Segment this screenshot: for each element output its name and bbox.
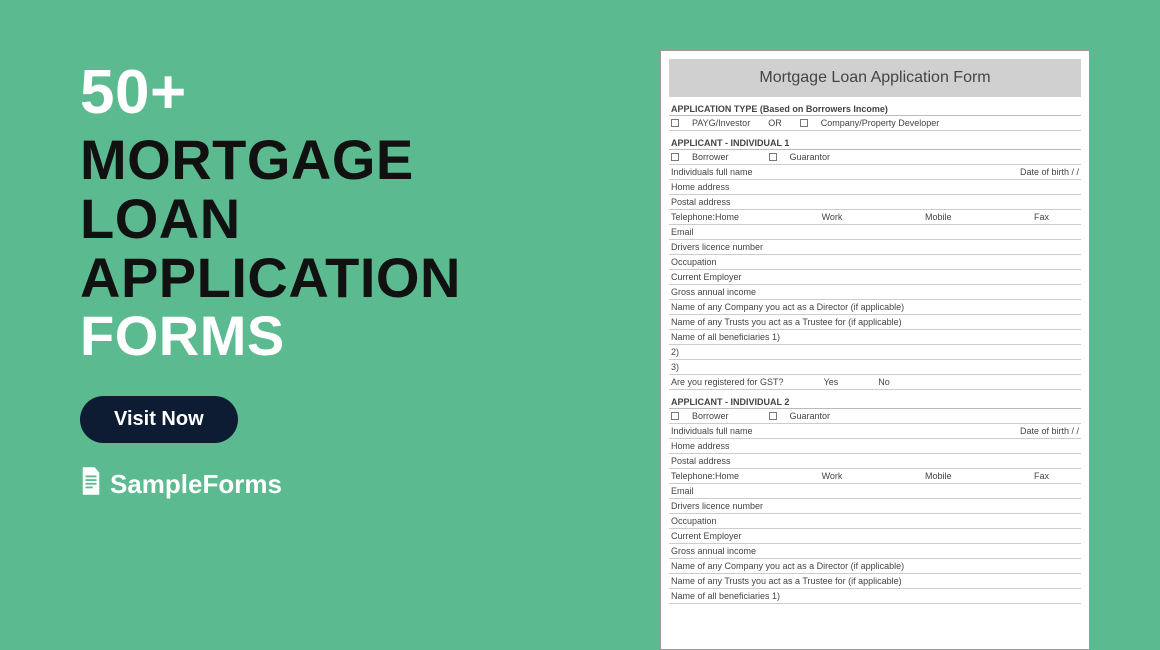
table-row: Postal address bbox=[669, 195, 1081, 210]
hero-right: Mortgage Loan Application Form APPLICATI… bbox=[600, 0, 1160, 600]
headline-line1: MORTGAGE bbox=[80, 131, 600, 190]
dob-label: Date of birth / / bbox=[1020, 167, 1079, 177]
applicant1-role-row: Borrower Guarantor bbox=[669, 150, 1081, 165]
headline-line2: LOAN bbox=[80, 190, 600, 249]
checkbox-icon bbox=[671, 153, 679, 161]
row-label: Occupation bbox=[671, 257, 717, 267]
headline-line4: FORMS bbox=[80, 307, 600, 366]
tel-row: Telephone:Home Work Mobile Fax bbox=[669, 469, 1081, 484]
table-row: Occupation bbox=[669, 514, 1081, 529]
fullname-label: Individuals full name bbox=[671, 167, 753, 177]
role-borrower: Borrower bbox=[692, 152, 729, 162]
app-type-header: APPLICATION TYPE (Based on Borrowers Inc… bbox=[669, 101, 1081, 116]
table-row: Name of any Trusts you act as a Trustee … bbox=[669, 315, 1081, 330]
tel-fax: Fax bbox=[1034, 212, 1049, 222]
tel-home: Telephone:Home bbox=[671, 471, 739, 481]
dob-label: Date of birth / / bbox=[1020, 426, 1079, 436]
row-label: Name of any Trusts you act as a Trustee … bbox=[671, 576, 902, 586]
gst-row: Are you registered for GST? Yes No bbox=[669, 375, 1081, 390]
table-row: 3) bbox=[669, 360, 1081, 375]
row-label: Name of any Company you act as a Directo… bbox=[671, 302, 904, 312]
table-row: Gross annual income bbox=[669, 285, 1081, 300]
form-title: Mortgage Loan Application Form bbox=[669, 59, 1081, 97]
table-row: Email bbox=[669, 225, 1081, 240]
row-label: 2) bbox=[671, 347, 679, 357]
table-row: 2) bbox=[669, 345, 1081, 360]
checkbox-icon bbox=[671, 119, 679, 127]
table-row: Gross annual income bbox=[669, 544, 1081, 559]
table-row: Email bbox=[669, 484, 1081, 499]
headline: 50+ MORTGAGE LOAN APPLICATION FORMS bbox=[80, 60, 600, 366]
table-row: Name of all beneficiaries 1) bbox=[669, 330, 1081, 345]
table-row: Name of all beneficiaries 1) bbox=[669, 589, 1081, 604]
tel-mobile: Mobile bbox=[925, 212, 952, 222]
opt-sep: OR bbox=[768, 118, 782, 128]
table-row: Name of any Company you act as a Directo… bbox=[669, 300, 1081, 315]
checkbox-icon bbox=[800, 119, 808, 127]
brand: SampleForms bbox=[80, 467, 600, 502]
tel-work: Work bbox=[822, 212, 843, 222]
hero-left: 50+ MORTGAGE LOAN APPLICATION FORMS Visi… bbox=[0, 0, 600, 600]
applicant2-header: APPLICANT - INDIVIDUAL 2 bbox=[669, 394, 1081, 409]
table-row: Drivers licence number bbox=[669, 499, 1081, 514]
row-label: Home address bbox=[671, 182, 730, 192]
tel-mobile: Mobile bbox=[925, 471, 952, 481]
headline-line3: APPLICATION bbox=[80, 249, 600, 308]
tel-home: Telephone:Home bbox=[671, 212, 739, 222]
row-label: Name of all beneficiaries 1) bbox=[671, 332, 780, 342]
row-label: Email bbox=[671, 486, 694, 496]
table-row: Drivers licence number bbox=[669, 240, 1081, 255]
row-label: 3) bbox=[671, 362, 679, 372]
row-label: Drivers licence number bbox=[671, 242, 763, 252]
checkbox-icon bbox=[769, 412, 777, 420]
table-row: Postal address bbox=[669, 454, 1081, 469]
document-icon bbox=[80, 467, 102, 502]
table-row: Home address bbox=[669, 439, 1081, 454]
row-label: Current Employer bbox=[671, 272, 742, 282]
fullname-row: Individuals full name Date of birth / / bbox=[669, 424, 1081, 439]
tel-row: Telephone:Home Work Mobile Fax bbox=[669, 210, 1081, 225]
row-label: Postal address bbox=[671, 456, 731, 466]
brand-name: SampleForms bbox=[110, 469, 282, 500]
row-label: Name of any Company you act as a Directo… bbox=[671, 561, 904, 571]
table-row: Occupation bbox=[669, 255, 1081, 270]
visit-now-button[interactable]: Visit Now bbox=[80, 396, 238, 443]
opt-payg: PAYG/Investor bbox=[692, 118, 750, 128]
row-label: Drivers licence number bbox=[671, 501, 763, 511]
fullname-label: Individuals full name bbox=[671, 426, 753, 436]
gst-yes: Yes bbox=[824, 377, 839, 387]
role-guarantor: Guarantor bbox=[790, 152, 831, 162]
row-label: Postal address bbox=[671, 197, 731, 207]
table-row: Current Employer bbox=[669, 529, 1081, 544]
applicant2-role-row: Borrower Guarantor bbox=[669, 409, 1081, 424]
tel-work: Work bbox=[822, 471, 843, 481]
gst-q: Are you registered for GST? bbox=[671, 377, 784, 387]
applicant1-header: APPLICANT - INDIVIDUAL 1 bbox=[669, 135, 1081, 150]
fullname-row: Individuals full name Date of birth / / bbox=[669, 165, 1081, 180]
checkbox-icon bbox=[769, 153, 777, 161]
headline-count: 50+ bbox=[80, 60, 600, 125]
checkbox-icon bbox=[671, 412, 679, 420]
gst-no: No bbox=[878, 377, 890, 387]
row-label: Gross annual income bbox=[671, 287, 756, 297]
table-row: Current Employer bbox=[669, 270, 1081, 285]
opt-company: Company/Property Developer bbox=[821, 118, 940, 128]
table-row: Name of any Trusts you act as a Trustee … bbox=[669, 574, 1081, 589]
row-label: Gross annual income bbox=[671, 546, 756, 556]
row-label: Occupation bbox=[671, 516, 717, 526]
row-label: Email bbox=[671, 227, 694, 237]
role-guarantor: Guarantor bbox=[790, 411, 831, 421]
row-label: Current Employer bbox=[671, 531, 742, 541]
table-row: Home address bbox=[669, 180, 1081, 195]
row-label: Home address bbox=[671, 441, 730, 451]
row-label: Name of any Trusts you act as a Trustee … bbox=[671, 317, 902, 327]
form-preview: Mortgage Loan Application Form APPLICATI… bbox=[660, 50, 1090, 650]
table-row: Name of any Company you act as a Directo… bbox=[669, 559, 1081, 574]
app-type-row: PAYG/Investor OR Company/Property Develo… bbox=[669, 116, 1081, 131]
tel-fax: Fax bbox=[1034, 471, 1049, 481]
role-borrower: Borrower bbox=[692, 411, 729, 421]
